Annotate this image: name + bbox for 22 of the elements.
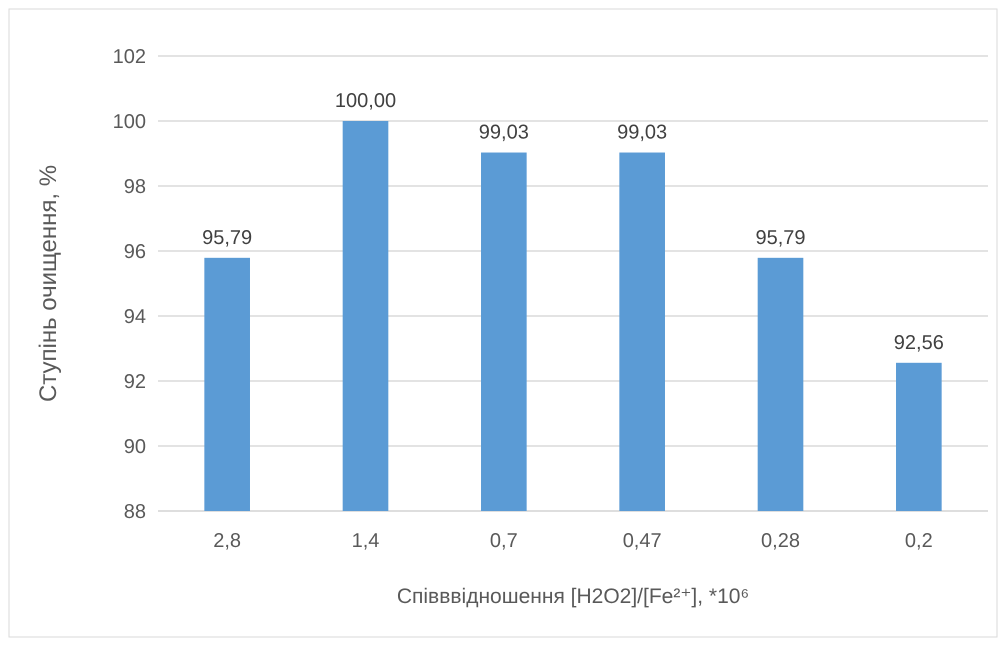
data-label: 95,79 xyxy=(755,226,806,249)
x-tick-label: 0,28 xyxy=(761,530,800,552)
x-tick-label: 1,4 xyxy=(352,530,380,552)
y-tick-label: 94 xyxy=(124,306,146,328)
x-axis-title: Співввідношення [H2O2]/[Fe²⁺], *10⁶ xyxy=(396,585,750,608)
x-tick-label: 0,2 xyxy=(904,530,933,552)
data-label: 95,79 xyxy=(202,226,252,249)
data-label: 92,56 xyxy=(894,332,944,354)
y-tick-label: 96 xyxy=(124,241,146,263)
y-tick-label: 102 xyxy=(112,46,146,68)
x-tick-label: 2,8 xyxy=(213,530,242,552)
y-tick-label: 88 xyxy=(124,501,146,523)
data-label: 99,03 xyxy=(617,122,668,144)
y-tick-label: 92 xyxy=(124,371,146,393)
y-axis-title: Ступінь очищення, % xyxy=(35,164,62,402)
x-tick-label: 0,7 xyxy=(490,530,518,552)
y-tick-label: 90 xyxy=(124,436,146,458)
x-tick-label: 0,47 xyxy=(622,530,662,552)
data-label: 100,00 xyxy=(334,90,396,112)
y-tick-label: 100 xyxy=(112,111,146,133)
data-label: 99,03 xyxy=(478,122,529,144)
y-tick-label: 98 xyxy=(124,176,146,198)
